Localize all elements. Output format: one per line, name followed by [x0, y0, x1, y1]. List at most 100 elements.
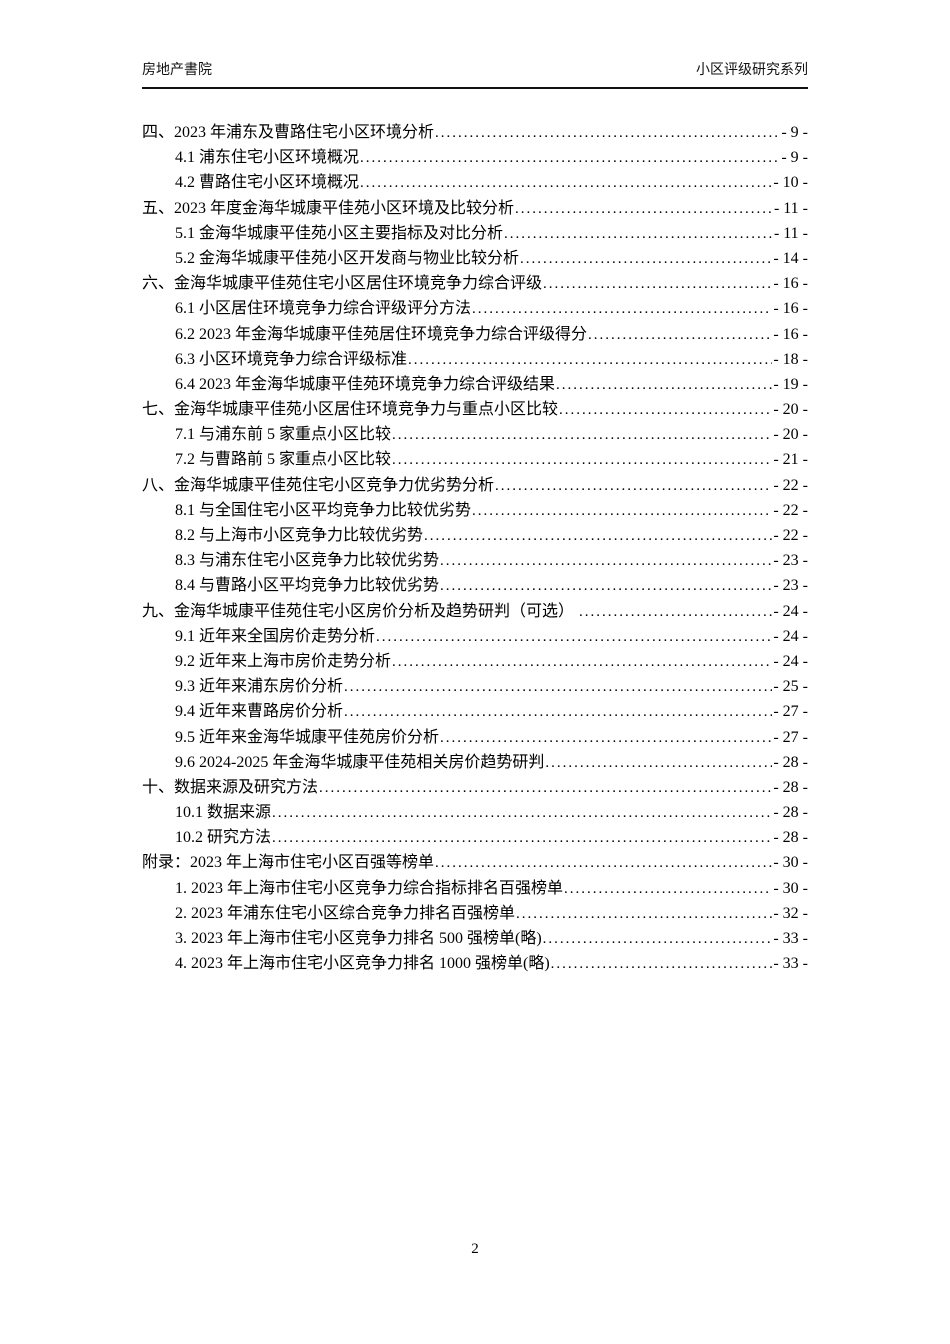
toc-entry[interactable]: 1. 2023 年上海市住宅小区竞争力综合指标排名百强榜单 - 30 - — [142, 876, 808, 901]
toc-entry-page: - 27 - — [773, 728, 808, 746]
toc-entry[interactable]: 6.4 2023 年金海华城康平佳苑环境竞争力综合评级结果 - 19 - — [142, 372, 808, 397]
toc-entry-label: 10.2 研究方法 — [175, 829, 272, 847]
toc-entry[interactable]: 10.1 数据来源 - 28 - — [142, 800, 808, 825]
toc-entry-label: 8.2 与上海市小区竞争力比较优劣势 — [175, 527, 424, 544]
toc-entry-label: 五、2023 年度金海华城康平佳苑小区环境及比较分析 — [142, 199, 515, 217]
toc-entry-label: 8.1 与全国住宅小区平均竞争力比较优劣势 — [175, 501, 472, 519]
header-right-text: 小区评级研究系列 — [696, 61, 808, 77]
toc-entry-page: - 14 - — [773, 249, 808, 267]
toc-entry-page: - 11 - — [773, 224, 808, 242]
toc-dot-leader — [376, 624, 772, 650]
page-number: 2 — [471, 1241, 479, 1257]
toc-dot-leader — [579, 599, 772, 625]
toc-entry-label: 4.2 曹路住宅小区环境概况 — [175, 174, 360, 192]
toc-entry[interactable]: 4. 2023 年上海市住宅小区竞争力排名 1000 强榜单(略) - 33 - — [142, 951, 808, 976]
toc-entry-label: 6.2 2023 年金海华城康平佳苑居住环境竞争力综合评级得分 — [175, 325, 588, 343]
toc-entry-label: 6.1 小区居住环境竞争力综合评级评分方法 — [175, 300, 472, 318]
toc-entry-page: - 22 - — [773, 476, 808, 494]
toc-entry[interactable]: 4.2 曹路住宅小区环境概况 - 10 - — [142, 170, 808, 195]
toc-dot-leader — [556, 372, 772, 398]
toc-dot-leader — [440, 548, 772, 574]
toc-dot-leader — [545, 750, 772, 776]
toc-entry-page: - 20 - — [773, 401, 808, 419]
toc-entry-label: 七、金海华城康平佳苑小区居住环境竞争力与重点小区比较 — [142, 401, 559, 419]
header-left-text: 房地产書院 — [142, 61, 212, 77]
toc-dot-leader — [319, 775, 772, 801]
toc-entry-label: 六、金海华城康平佳苑住宅小区居住环境竞争力综合评级 — [142, 275, 543, 293]
toc-entry[interactable]: 8.2 与上海市小区竞争力比较优劣势 - 22 - — [142, 523, 808, 548]
toc-entry-page: - 33 - — [773, 955, 808, 973]
toc-entry[interactable]: 3. 2023 年上海市住宅小区竞争力排名 500 强榜单(略) - 33 - — [142, 926, 808, 951]
toc-entry-label: 5.1 金海华城康平佳苑小区主要指标及对比分析 — [175, 224, 504, 242]
toc-entry-label: 9.2 近年来上海市房价走势分析 — [175, 652, 392, 670]
toc-entry-label: 6.3 小区环境竞争力综合评级标准 — [175, 350, 408, 368]
toc-entry[interactable]: 2. 2023 年浦东住宅小区综合竞争力排名百强榜单 - 32 - — [142, 901, 808, 926]
toc-dot-leader — [408, 347, 772, 373]
toc-entry-page: - 20 - — [773, 426, 808, 444]
toc-entry[interactable]: 四、2023 年浦东及曹路住宅小区环境分析 - 9 - — [142, 120, 808, 145]
toc-entry-page: - 19 - — [773, 375, 808, 393]
toc-entry-page: - 16 - — [773, 300, 808, 318]
toc-entry-page: - 10 - — [773, 174, 808, 192]
toc-entry-label: 8.3 与浦东住宅小区竞争力比较优劣势 — [175, 552, 440, 570]
toc-entry-page: - 11 - — [773, 199, 808, 217]
toc-entry-label: 7.1 与浦东前 5 家重点小区比较 — [175, 426, 392, 444]
toc-entry[interactable]: 10.2 研究方法 - 28 - — [142, 825, 808, 850]
toc-entry[interactable]: 6.2 2023 年金海华城康平佳苑居住环境竞争力综合评级得分 - 16 - — [142, 322, 808, 347]
toc-entry[interactable]: 7.1 与浦东前 5 家重点小区比较 - 20 - — [142, 422, 808, 447]
toc-entry-page: - 22 - — [773, 527, 808, 544]
toc-entry[interactable]: 8.4 与曹路小区平均竞争力比较优劣势 - 23 - — [142, 573, 808, 598]
toc-entry[interactable]: 5.1 金海华城康平佳苑小区主要指标及对比分析 - 11 - — [142, 221, 808, 246]
toc-dot-leader — [472, 296, 772, 322]
toc-dot-leader — [392, 447, 772, 473]
toc-dot-leader — [344, 699, 772, 725]
toc-entry[interactable]: 4.1 浦东住宅小区环境概况 - 9 - — [142, 145, 808, 170]
toc-entry-label: 5.2 金海华城康平佳苑小区开发商与物业比较分析 — [175, 249, 520, 267]
toc-dot-leader — [360, 170, 772, 196]
toc-entry[interactable]: 9.3 近年来浦东房价分析 - 25 - — [142, 674, 808, 699]
toc-entry-page: - 28 - — [773, 778, 808, 796]
toc-dot-leader — [495, 473, 772, 499]
toc-entry-label: 7.2 与曹路前 5 家重点小区比较 — [175, 451, 392, 469]
toc-entry-page: - 28 - — [773, 829, 808, 847]
toc-entry[interactable]: 七、金海华城康平佳苑小区居住环境竞争力与重点小区比较 - 20 - — [142, 397, 808, 422]
toc-entry[interactable]: 六、金海华城康平佳苑住宅小区居住环境竞争力综合评级 - 16 - — [142, 271, 808, 296]
toc-dot-leader — [516, 901, 772, 927]
toc-dot-leader — [520, 246, 772, 272]
toc-entry[interactable]: 5.2 金海华城康平佳苑小区开发商与物业比较分析 - 14 - — [142, 246, 808, 271]
toc-dot-leader — [543, 926, 773, 952]
toc-entry-page: - 16 - — [773, 275, 808, 293]
toc-entry-label: 9.4 近年来曹路房价分析 — [175, 703, 344, 721]
toc-dot-leader — [564, 876, 772, 902]
toc-entry-label: 6.4 2023 年金海华城康平佳苑环境竞争力综合评级结果 — [175, 375, 556, 393]
toc-entry[interactable]: 7.2 与曹路前 5 家重点小区比较 - 21 - — [142, 447, 808, 472]
toc-entry[interactable]: 9.6 2024-2025 年金海华城康平佳苑相关房价趋势研判 - 28 - — [142, 750, 808, 775]
toc-entry-label: 9.1 近年来全国房价走势分析 — [175, 627, 376, 645]
toc-entry[interactable]: 9.4 近年来曹路房价分析 - 27 - — [142, 699, 808, 724]
toc-entry[interactable]: 9.5 近年来金海华城康平佳苑房价分析 - 27 - — [142, 725, 808, 750]
toc-entry-label: 10.1 数据来源 — [175, 804, 272, 822]
toc-entry[interactable]: 五、2023 年度金海华城康平佳苑小区环境及比较分析 - 11 - — [142, 196, 808, 221]
toc-dot-leader — [515, 196, 773, 222]
toc-entry-page: - 16 - — [773, 325, 808, 343]
toc-entry-page: - 22 - — [773, 501, 808, 519]
toc-entry[interactable]: 8.1 与全国住宅小区平均竞争力比较优劣势 - 22 - — [142, 498, 808, 523]
toc-entry-label: 9.5 近年来金海华城康平佳苑房价分析 — [175, 728, 440, 746]
toc-dot-leader — [272, 800, 772, 826]
toc-entry[interactable]: 九、金海华城康平佳苑住宅小区房价分析及趋势研判（可选） - 24 - — [142, 599, 808, 624]
toc-entry-page: - 25 - — [773, 678, 808, 696]
toc-entry-page: - 18 - — [773, 350, 808, 368]
toc-entry[interactable]: 9.2 近年来上海市房价走势分析 - 24 - — [142, 649, 808, 674]
page-header: 房地产書院 小区评级研究系列 — [142, 0, 808, 89]
toc-entry[interactable]: 9.1 近年来全国房价走势分析 - 24 - — [142, 624, 808, 649]
toc-entry[interactable]: 八、金海华城康平佳苑住宅小区竞争力优劣势分析 - 22 - — [142, 473, 808, 498]
toc-entry[interactable]: 6.1 小区居住环境竞争力综合评级评分方法 - 16 - — [142, 296, 808, 321]
toc-entry-label: 九、金海华城康平佳苑住宅小区房价分析及趋势研判（可选） — [142, 602, 579, 620]
toc-entry[interactable]: 附录：2023 年上海市住宅小区百强等榜单 - 30 - — [142, 850, 808, 875]
toc-entry[interactable]: 8.3 与浦东住宅小区竞争力比较优劣势 - 23 - — [142, 548, 808, 573]
toc-dot-leader — [440, 573, 772, 599]
toc-entry-page: - 30 - — [773, 854, 808, 872]
page-footer: 2 — [0, 1239, 950, 1259]
toc-entry[interactable]: 6.3 小区环境竞争力综合评级标准 - 18 - — [142, 347, 808, 372]
toc-entry[interactable]: 十、数据来源及研究方法 - 28 - — [142, 775, 808, 800]
